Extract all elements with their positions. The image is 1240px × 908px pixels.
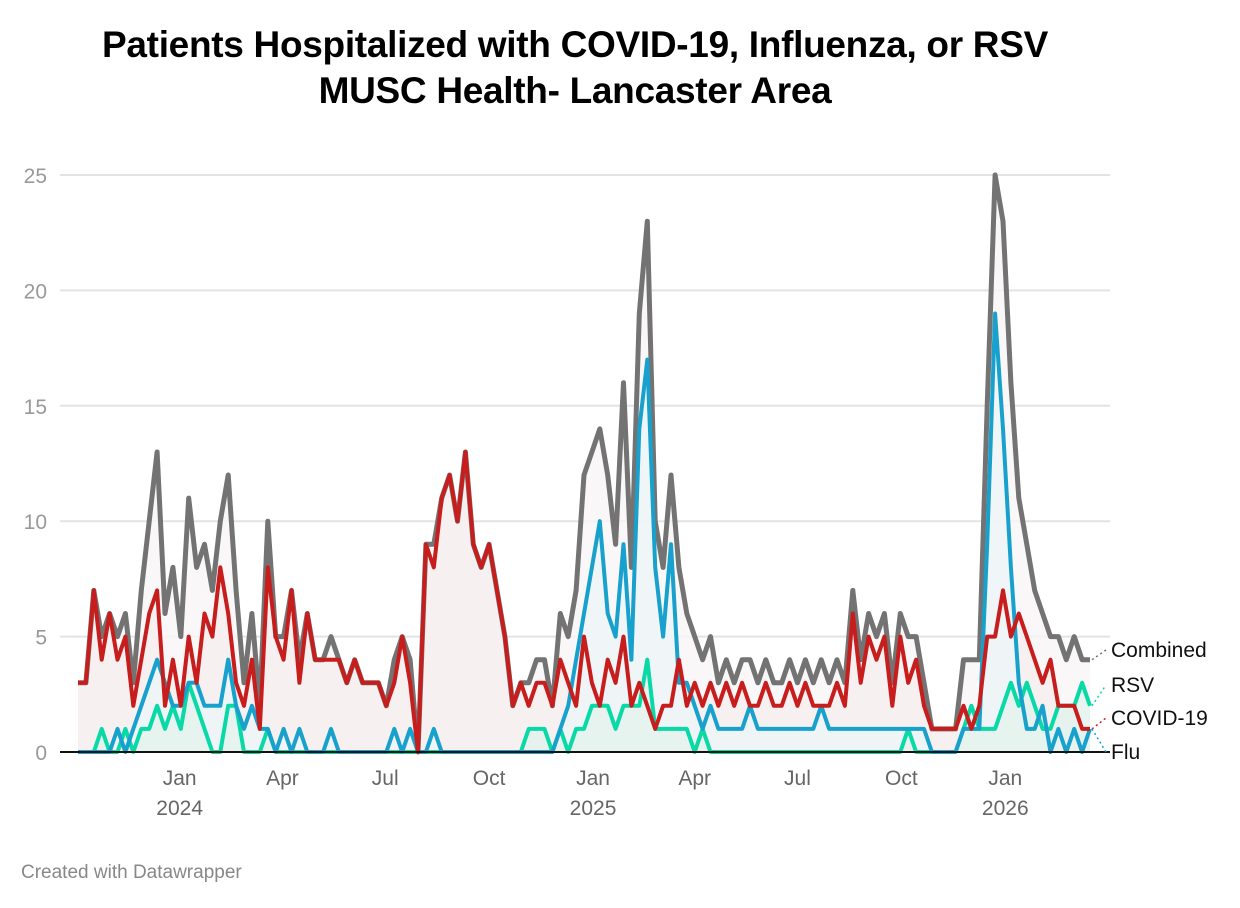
x-tick-label: Oct xyxy=(473,767,506,790)
chart-title: Patients Hospitalized with COVID-19, Inf… xyxy=(0,22,1150,114)
y-tick-label: 15 xyxy=(24,396,47,419)
covid-19-line xyxy=(78,450,1090,754)
combined-line xyxy=(78,172,1090,755)
y-tick-label: 25 xyxy=(24,165,47,188)
flu-area xyxy=(78,313,1090,752)
label-connector xyxy=(1091,717,1107,730)
x-tick-label: Apr xyxy=(678,767,711,790)
y-tick-label: 5 xyxy=(35,627,47,650)
x-tick-label: Jan xyxy=(576,767,610,790)
subtitle-line: MUSC Health- Lancaster Area xyxy=(318,70,832,111)
flu-line xyxy=(78,311,1092,754)
x-tick-year: 2024 xyxy=(156,797,203,820)
x-tick-year: 2026 xyxy=(982,797,1029,820)
covid-19-area xyxy=(78,452,1090,752)
x-tick-label: Oct xyxy=(885,767,918,790)
label-connector xyxy=(1091,728,1107,753)
x-tick-label: Apr xyxy=(266,767,299,790)
rsv-area xyxy=(78,659,1090,752)
x-tick-year: 2025 xyxy=(570,797,617,820)
x-tick-label: Jul xyxy=(784,767,811,790)
series-label-rsv: RSV xyxy=(1111,674,1154,697)
y-tick-label: 0 xyxy=(35,742,47,765)
label-connector xyxy=(1091,684,1107,707)
x-tick-label: Jan xyxy=(988,767,1022,790)
series-label-flu: Flu xyxy=(1111,741,1140,764)
series-label-combined: Combined xyxy=(1111,639,1207,662)
y-tick-label: 10 xyxy=(24,511,47,534)
y-tick-label: 20 xyxy=(24,280,47,303)
title-line: Patients Hospitalized with COVID-19, Inf… xyxy=(102,24,1048,65)
x-tick-label: Jul xyxy=(372,767,399,790)
series-labels: Combined RSV COVID-19 Flu xyxy=(1091,639,1208,764)
x-tick-label: Jan xyxy=(163,767,197,790)
footer-credit: Created with Datawrapper xyxy=(21,862,242,883)
label-connector xyxy=(1091,649,1107,661)
series-label-covid-19: COVID-19 xyxy=(1111,707,1208,730)
